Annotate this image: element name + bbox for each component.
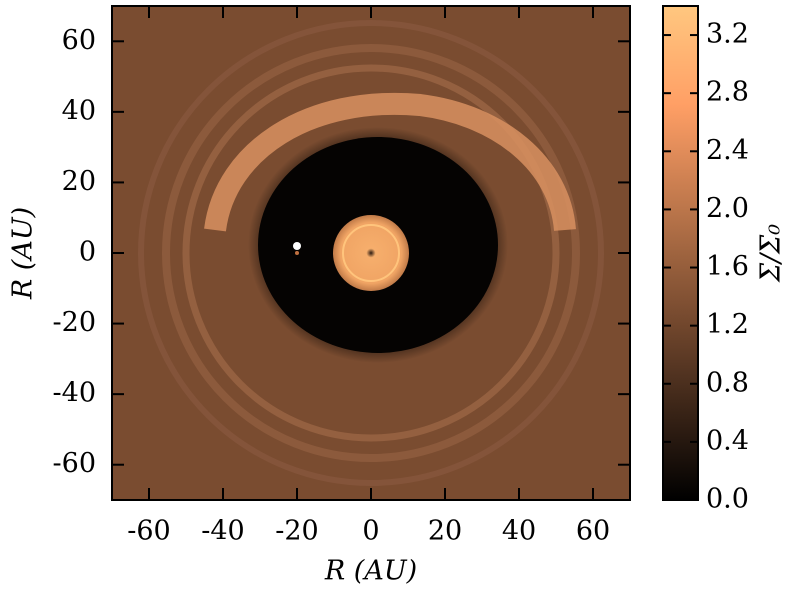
x-tick-label: -60 xyxy=(127,516,170,547)
x-tick-label: 40 xyxy=(502,516,536,547)
y-tick-label: 40 xyxy=(62,95,96,126)
colorbar-tick-label: 0.0 xyxy=(706,484,749,515)
y-tick-label: -60 xyxy=(53,448,96,479)
y-axis-label: R (AU) xyxy=(8,207,39,300)
y-tick-label: -40 xyxy=(53,378,96,409)
disk-image xyxy=(112,6,630,500)
colorbar-tick-label: 3.2 xyxy=(706,19,749,50)
y-tick-label: 20 xyxy=(62,166,96,197)
x-tick-label: 0 xyxy=(362,516,379,547)
x-tick-label: -40 xyxy=(201,516,244,547)
x-tick-label: 20 xyxy=(428,516,462,547)
colorbar-tick-label: 2.8 xyxy=(706,77,749,108)
y-tick-label: 60 xyxy=(62,25,96,56)
colorbar-tick-label: 0.8 xyxy=(706,367,749,398)
x-axis-label: R (AU) xyxy=(324,556,417,587)
y-tick-label: -20 xyxy=(53,307,96,338)
colorbar-tick-label: 0.4 xyxy=(706,425,749,456)
colorbar xyxy=(662,5,699,501)
colorbar-tick-label: 1.6 xyxy=(706,251,749,282)
colorbar-label: Σ/Σ₀ xyxy=(756,224,787,283)
y-tick-label: 0 xyxy=(79,237,96,268)
colorbar-tick-label: 2.0 xyxy=(706,193,749,224)
colorbar-tick-label: 1.2 xyxy=(706,309,749,340)
x-tick-label: 60 xyxy=(576,516,610,547)
x-tick-label: -20 xyxy=(275,516,318,547)
colorbar-tick-label: 2.4 xyxy=(706,135,749,166)
